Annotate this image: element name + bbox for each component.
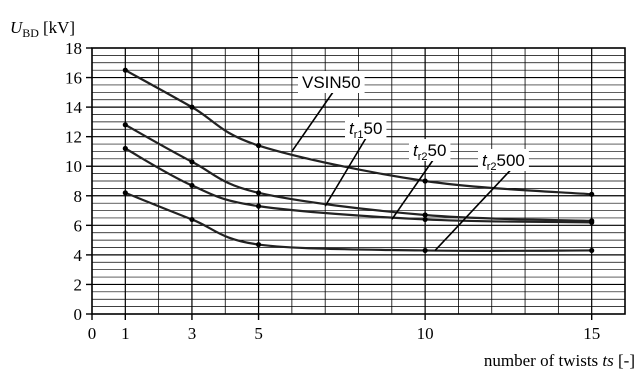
y-tick-label: 2: [74, 275, 83, 294]
series-label-tail: 50: [428, 141, 447, 160]
data-point: [589, 219, 595, 225]
label-background: [478, 149, 529, 171]
data-point: [589, 247, 595, 254]
minor-gridlines: [92, 48, 625, 314]
data-point: [122, 122, 128, 128]
series-label-tail: 50: [364, 119, 383, 138]
x-tick-label: 0: [88, 324, 97, 343]
y-tick-label: 16: [65, 69, 82, 88]
data-point: [422, 178, 428, 184]
series-line: [124, 69, 592, 196]
y-axis-label: UBD [kV]: [10, 18, 75, 40]
y-tick-label: 6: [74, 216, 83, 235]
series-label-main: t: [482, 151, 488, 170]
series-label-subscript: r2: [418, 151, 428, 163]
series-layer: [122, 67, 595, 254]
series-label-tail: 500: [497, 151, 525, 170]
series-label: tr250: [413, 141, 446, 163]
x-tick-label: 5: [254, 324, 263, 343]
series-line: [124, 123, 592, 222]
x-tick-label: 15: [583, 324, 600, 343]
data-point: [255, 190, 262, 196]
x-tick-label: 3: [188, 324, 197, 343]
series-label: tr150: [349, 119, 382, 141]
y-axis-symbol: U: [10, 18, 24, 37]
data-point: [189, 182, 195, 189]
x-axis-label: number of twists ts [-]: [484, 351, 635, 370]
data-point: [422, 212, 428, 218]
data-point: [422, 216, 428, 223]
series-line: [124, 147, 592, 224]
data-point: [122, 145, 128, 152]
label-background: [409, 139, 451, 161]
series-label: VSIN50: [302, 73, 361, 92]
series-label-main: VSIN50: [302, 73, 361, 92]
label-background: [298, 71, 365, 93]
data-point: [255, 241, 262, 248]
y-tick-labels: 0 2 4 6 8 10 12 14 16 18: [65, 39, 92, 324]
data-point: [189, 216, 195, 223]
y-axis-unit: [kV]: [43, 18, 75, 37]
data-point: [255, 142, 262, 149]
x-tick-label: 1: [121, 324, 130, 343]
series-line: [124, 191, 592, 252]
y-tick-label: 10: [65, 157, 82, 176]
series-label-subscript: r1: [354, 129, 364, 141]
x-tick-label: 10: [417, 324, 434, 343]
x-axis-unit: [-]: [614, 351, 635, 370]
series-label-main: t: [349, 119, 355, 138]
y-tick-label: 12: [65, 128, 82, 147]
label-background: [345, 117, 387, 139]
y-tick-label: 14: [65, 98, 83, 117]
x-tick-labels: 0 1 3 5 10 15: [88, 314, 600, 343]
data-point: [122, 67, 128, 73]
leader-line: [391, 149, 441, 220]
leader-line: [291, 81, 341, 152]
data-point: [122, 190, 128, 196]
y-tick-label: 0: [74, 305, 83, 324]
y-tick-label: 8: [74, 187, 83, 206]
data-point: [189, 104, 195, 110]
plot-frame: [91, 47, 626, 315]
x-axis-prefix: number of twists: [484, 351, 603, 370]
y-tick-label: 18: [65, 39, 82, 58]
data-point: [189, 159, 195, 165]
data-point: [589, 191, 595, 197]
series-label-main: t: [413, 141, 419, 160]
data-point: [255, 203, 262, 209]
series-label-subscript: r2: [487, 161, 497, 173]
leader-line: [324, 127, 373, 207]
data-point: [422, 247, 428, 254]
series-label: tr2500: [482, 151, 525, 173]
leader-line: [434, 159, 521, 252]
x-axis-variable: ts: [602, 351, 614, 370]
y-tick-label: 4: [74, 246, 83, 265]
y-axis-subscript: BD: [22, 26, 39, 40]
